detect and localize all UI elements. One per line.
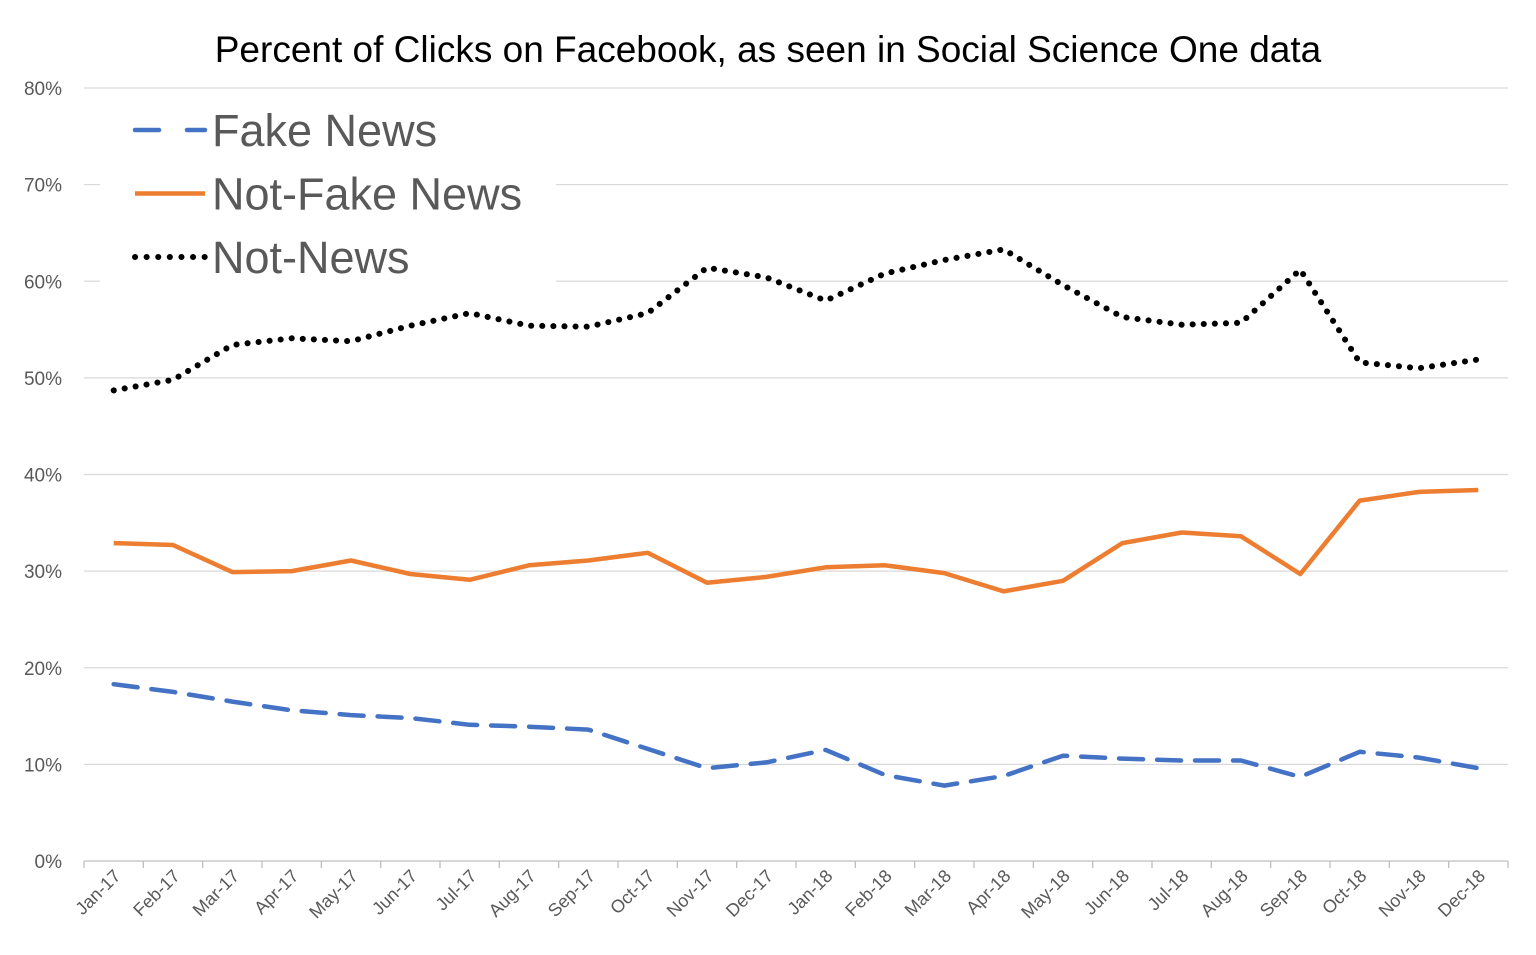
x-tick-label: Aug-18 <box>1197 866 1252 921</box>
x-tick-label: Feb-17 <box>129 866 183 920</box>
series-lines <box>110 246 1482 788</box>
y-axis: 0% 10% 20% 30% 40% 50% 60% 70% 80% <box>24 79 62 873</box>
y-tick-label: 10% <box>24 755 62 776</box>
x-tick-label: Apr-18 <box>962 866 1014 918</box>
x-tick-label: Dec-17 <box>722 866 777 921</box>
x-tick-label: Mar-17 <box>189 866 243 920</box>
x-tick-label: Nov-18 <box>1375 866 1430 921</box>
series-line-not-fake-news <box>113 487 1479 594</box>
x-axis: Jan-17 Feb-17 Mar-17 Apr-17 May-17 Jun-17 Jul-… <box>71 860 1509 923</box>
x-tick-label: Jul-17 <box>432 866 481 915</box>
y-tick-label: 80% <box>24 79 62 100</box>
chart-title: Percent of Clicks on Facebook, as seen i… <box>215 29 1322 70</box>
x-tick-label: May-18 <box>1017 866 1074 923</box>
legend-label: Not-News <box>212 232 410 283</box>
x-tick-label: Sep-17 <box>544 866 599 921</box>
x-tick-label: Nov-17 <box>663 866 718 921</box>
x-tick-label: Jun-17 <box>368 866 421 919</box>
x-tick-label: Jun-18 <box>1080 866 1133 919</box>
y-tick-label: 70% <box>24 176 62 197</box>
y-tick-label: 0% <box>35 852 63 873</box>
y-tick-label: 40% <box>24 466 62 487</box>
y-tick-label: 30% <box>24 562 62 583</box>
legend-label: Not-Fake News <box>212 169 522 220</box>
x-tick-label: May-17 <box>305 866 362 923</box>
x-tick-label: Sep-18 <box>1256 866 1311 921</box>
x-tick-label: Oct-17 <box>606 866 658 918</box>
x-tick-label: Aug-17 <box>485 866 540 921</box>
y-tick-label: 20% <box>24 659 62 680</box>
x-tick-label: Jul-18 <box>1144 866 1193 915</box>
y-tick-label: 60% <box>24 272 62 293</box>
legend-label: Fake News <box>212 105 437 156</box>
x-tick-label: Mar-18 <box>901 866 955 920</box>
x-tick-label: Jan-17 <box>71 866 124 919</box>
x-tick-label: Oct-18 <box>1318 866 1370 918</box>
legend-background <box>100 96 556 286</box>
y-tick-label: 50% <box>24 369 62 390</box>
x-tick-label: Feb-18 <box>841 866 895 920</box>
legend: Fake News Not-Fake News Not-News <box>100 96 556 286</box>
x-tick-label: Dec-18 <box>1434 866 1489 921</box>
series-line-fake-news <box>111 681 1481 788</box>
x-tick-label: Jan-18 <box>783 866 836 919</box>
x-tick-label: Apr-17 <box>250 866 302 918</box>
